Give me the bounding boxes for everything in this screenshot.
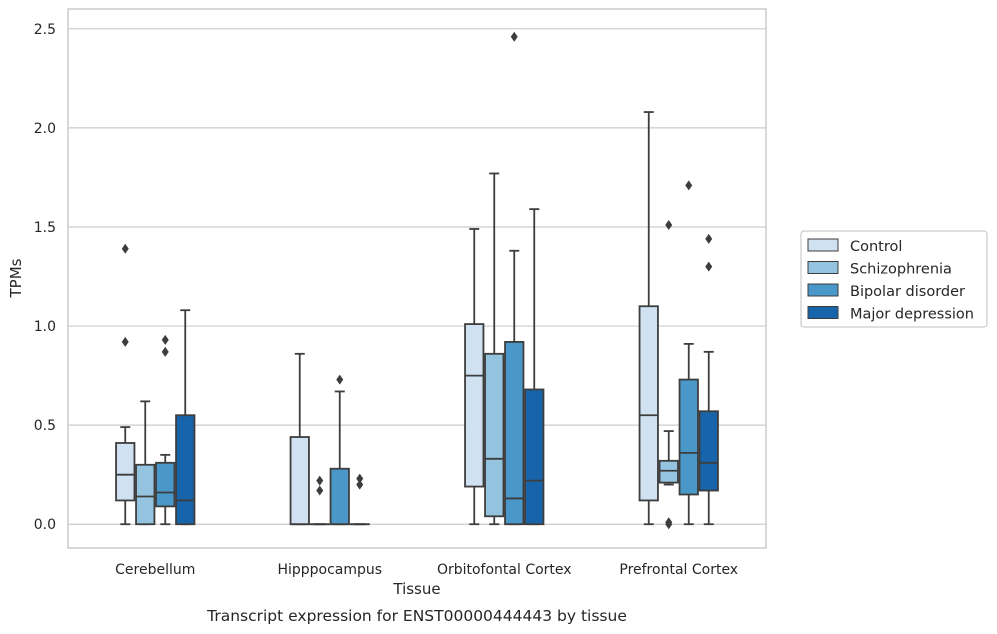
box-body (464, 323, 485, 488)
outlier-marker (121, 243, 129, 254)
box-control (638, 111, 659, 526)
legend: Control Schizophrenia Bipolar disorder Majo… (800, 230, 988, 328)
outlier-marker (665, 219, 673, 230)
box-bipolar-disorder (678, 180, 699, 526)
y-tick-label: 0.0 (34, 517, 56, 533)
box-body (115, 442, 136, 502)
box-body (638, 305, 659, 502)
legend-label: Major depression (850, 307, 974, 323)
outlier-marker (356, 473, 364, 484)
box-schizophrenia (135, 400, 156, 526)
box-major-depression (524, 208, 545, 526)
box-body (155, 461, 176, 508)
y-tick-label: 1.0 (34, 319, 56, 335)
box-schizophrenia (658, 219, 679, 530)
legend-label: Bipolar disorder (850, 284, 965, 300)
legend-label: Control (850, 239, 902, 255)
outlier-marker (161, 346, 169, 357)
box-major-depression (349, 473, 370, 526)
y-axis-label: TPMs (7, 258, 25, 298)
y-tick-label: 0.5 (34, 418, 56, 434)
outlier-marker (121, 336, 129, 347)
box-control (464, 228, 485, 526)
box-body (175, 414, 196, 526)
box-bipolar-disorder (329, 374, 350, 526)
plot-area (67, 8, 767, 549)
outlier-marker (161, 334, 169, 345)
outlier-marker (336, 374, 344, 385)
outlier-marker (705, 233, 713, 244)
outlier-marker (685, 180, 693, 191)
chart-caption: Transcript expression for ENST0000044444… (206, 607, 627, 625)
y-tick-label: 2.5 (34, 22, 56, 38)
x-axis: Cerebellum Hipppocampus Orbitofontal Corte… (115, 562, 738, 578)
box-major-depression (175, 309, 196, 526)
outlier-marker (316, 475, 324, 486)
legend-swatch (807, 238, 839, 252)
box-body (524, 388, 545, 526)
x-tick-label: Prefrontal Cortex (619, 562, 738, 578)
y-tick-label: 1.5 (34, 220, 56, 236)
outlier-marker (510, 31, 518, 42)
legend-frame (800, 230, 988, 328)
box-control (289, 352, 310, 526)
box-major-depression (698, 233, 719, 526)
box-body (135, 463, 156, 526)
x-tick-label: Orbitofontal Cortex (437, 562, 572, 578)
y-tick-label: 2.0 (34, 121, 56, 137)
box-body (698, 410, 719, 492)
y-axis: 0.0 0.5 1.0 1.5 2.0 2.5 (34, 22, 56, 533)
x-axis-label: Tissue (392, 580, 440, 598)
x-tick-label: Cerebellum (115, 562, 195, 578)
x-tick-label: Hipppocampus (277, 562, 382, 578)
box-body (658, 459, 679, 484)
box-schizophrenia (484, 172, 505, 526)
box-bipolar-disorder (504, 31, 525, 526)
box-body (289, 436, 310, 526)
legend-swatch (807, 306, 839, 319)
box-schizophrenia (309, 475, 330, 526)
legend-swatch (807, 261, 839, 274)
plot-border (67, 8, 767, 549)
legend-swatch (807, 283, 839, 297)
outlier-marker (705, 261, 713, 272)
outlier-marker (665, 517, 673, 528)
box-body (678, 378, 699, 496)
outlier-marker (316, 485, 324, 496)
legend-label: Schizophrenia (850, 262, 952, 278)
box-control (115, 243, 136, 526)
box-body (329, 467, 350, 526)
box-body (504, 341, 525, 526)
box-bipolar-disorder (155, 334, 176, 526)
box-body (484, 352, 505, 518)
outlier-marker (356, 479, 364, 490)
